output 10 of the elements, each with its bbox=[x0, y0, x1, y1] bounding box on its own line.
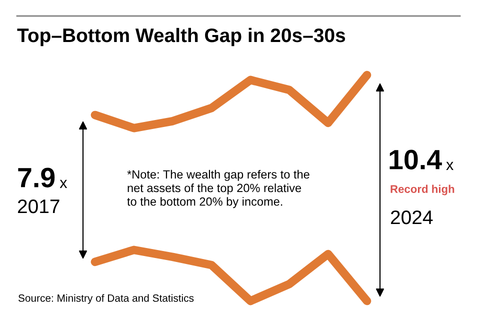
annotation: *Note: The wealth gap refers to the net assets of the top 20% relative to the bottom 20% by income. bbox=[127, 170, 310, 208]
text: Record high bbox=[390, 184, 454, 196]
text: 10.4 bbox=[390, 150, 442, 170]
chart-title: Top–Bottom Wealth Gap in 20s–30s bbox=[17, 28, 346, 46]
text: x bbox=[446, 162, 454, 170]
text: 2017 bbox=[18, 199, 60, 214]
annotation: Source: Ministry of Data and Statistics bbox=[18, 294, 194, 304]
text: x bbox=[60, 180, 68, 188]
text: 7.9 bbox=[18, 168, 55, 188]
text: 2024 bbox=[390, 210, 433, 224]
